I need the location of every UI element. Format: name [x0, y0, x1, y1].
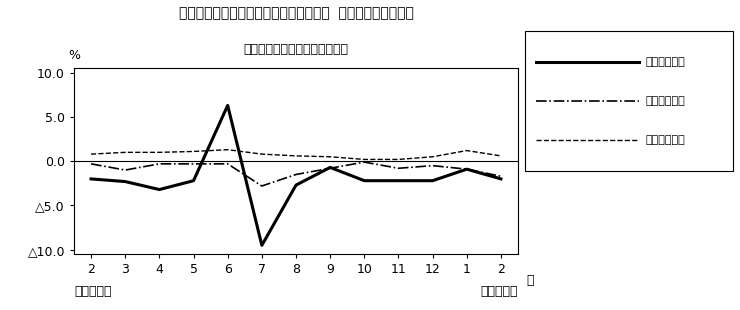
Text: %: %: [68, 49, 80, 62]
Text: 平成２５年: 平成２５年: [480, 285, 518, 298]
Text: 総実労働時間: 総実労働時間: [645, 96, 685, 106]
Text: （規模５人以上　調査産業計）: （規模５人以上 調査産業計）: [243, 43, 349, 56]
Text: 常用雇用指数: 常用雇用指数: [645, 135, 685, 145]
Text: 現金給与総額: 現金給与総額: [645, 57, 685, 67]
Text: 第４図　賃金、労働時間、常用雇用指数  対前年同月比の推移: 第４図 賃金、労働時間、常用雇用指数 対前年同月比の推移: [178, 6, 414, 20]
Text: 月: 月: [526, 274, 534, 287]
Text: 平成２４年: 平成２４年: [74, 285, 112, 298]
FancyBboxPatch shape: [525, 31, 733, 171]
